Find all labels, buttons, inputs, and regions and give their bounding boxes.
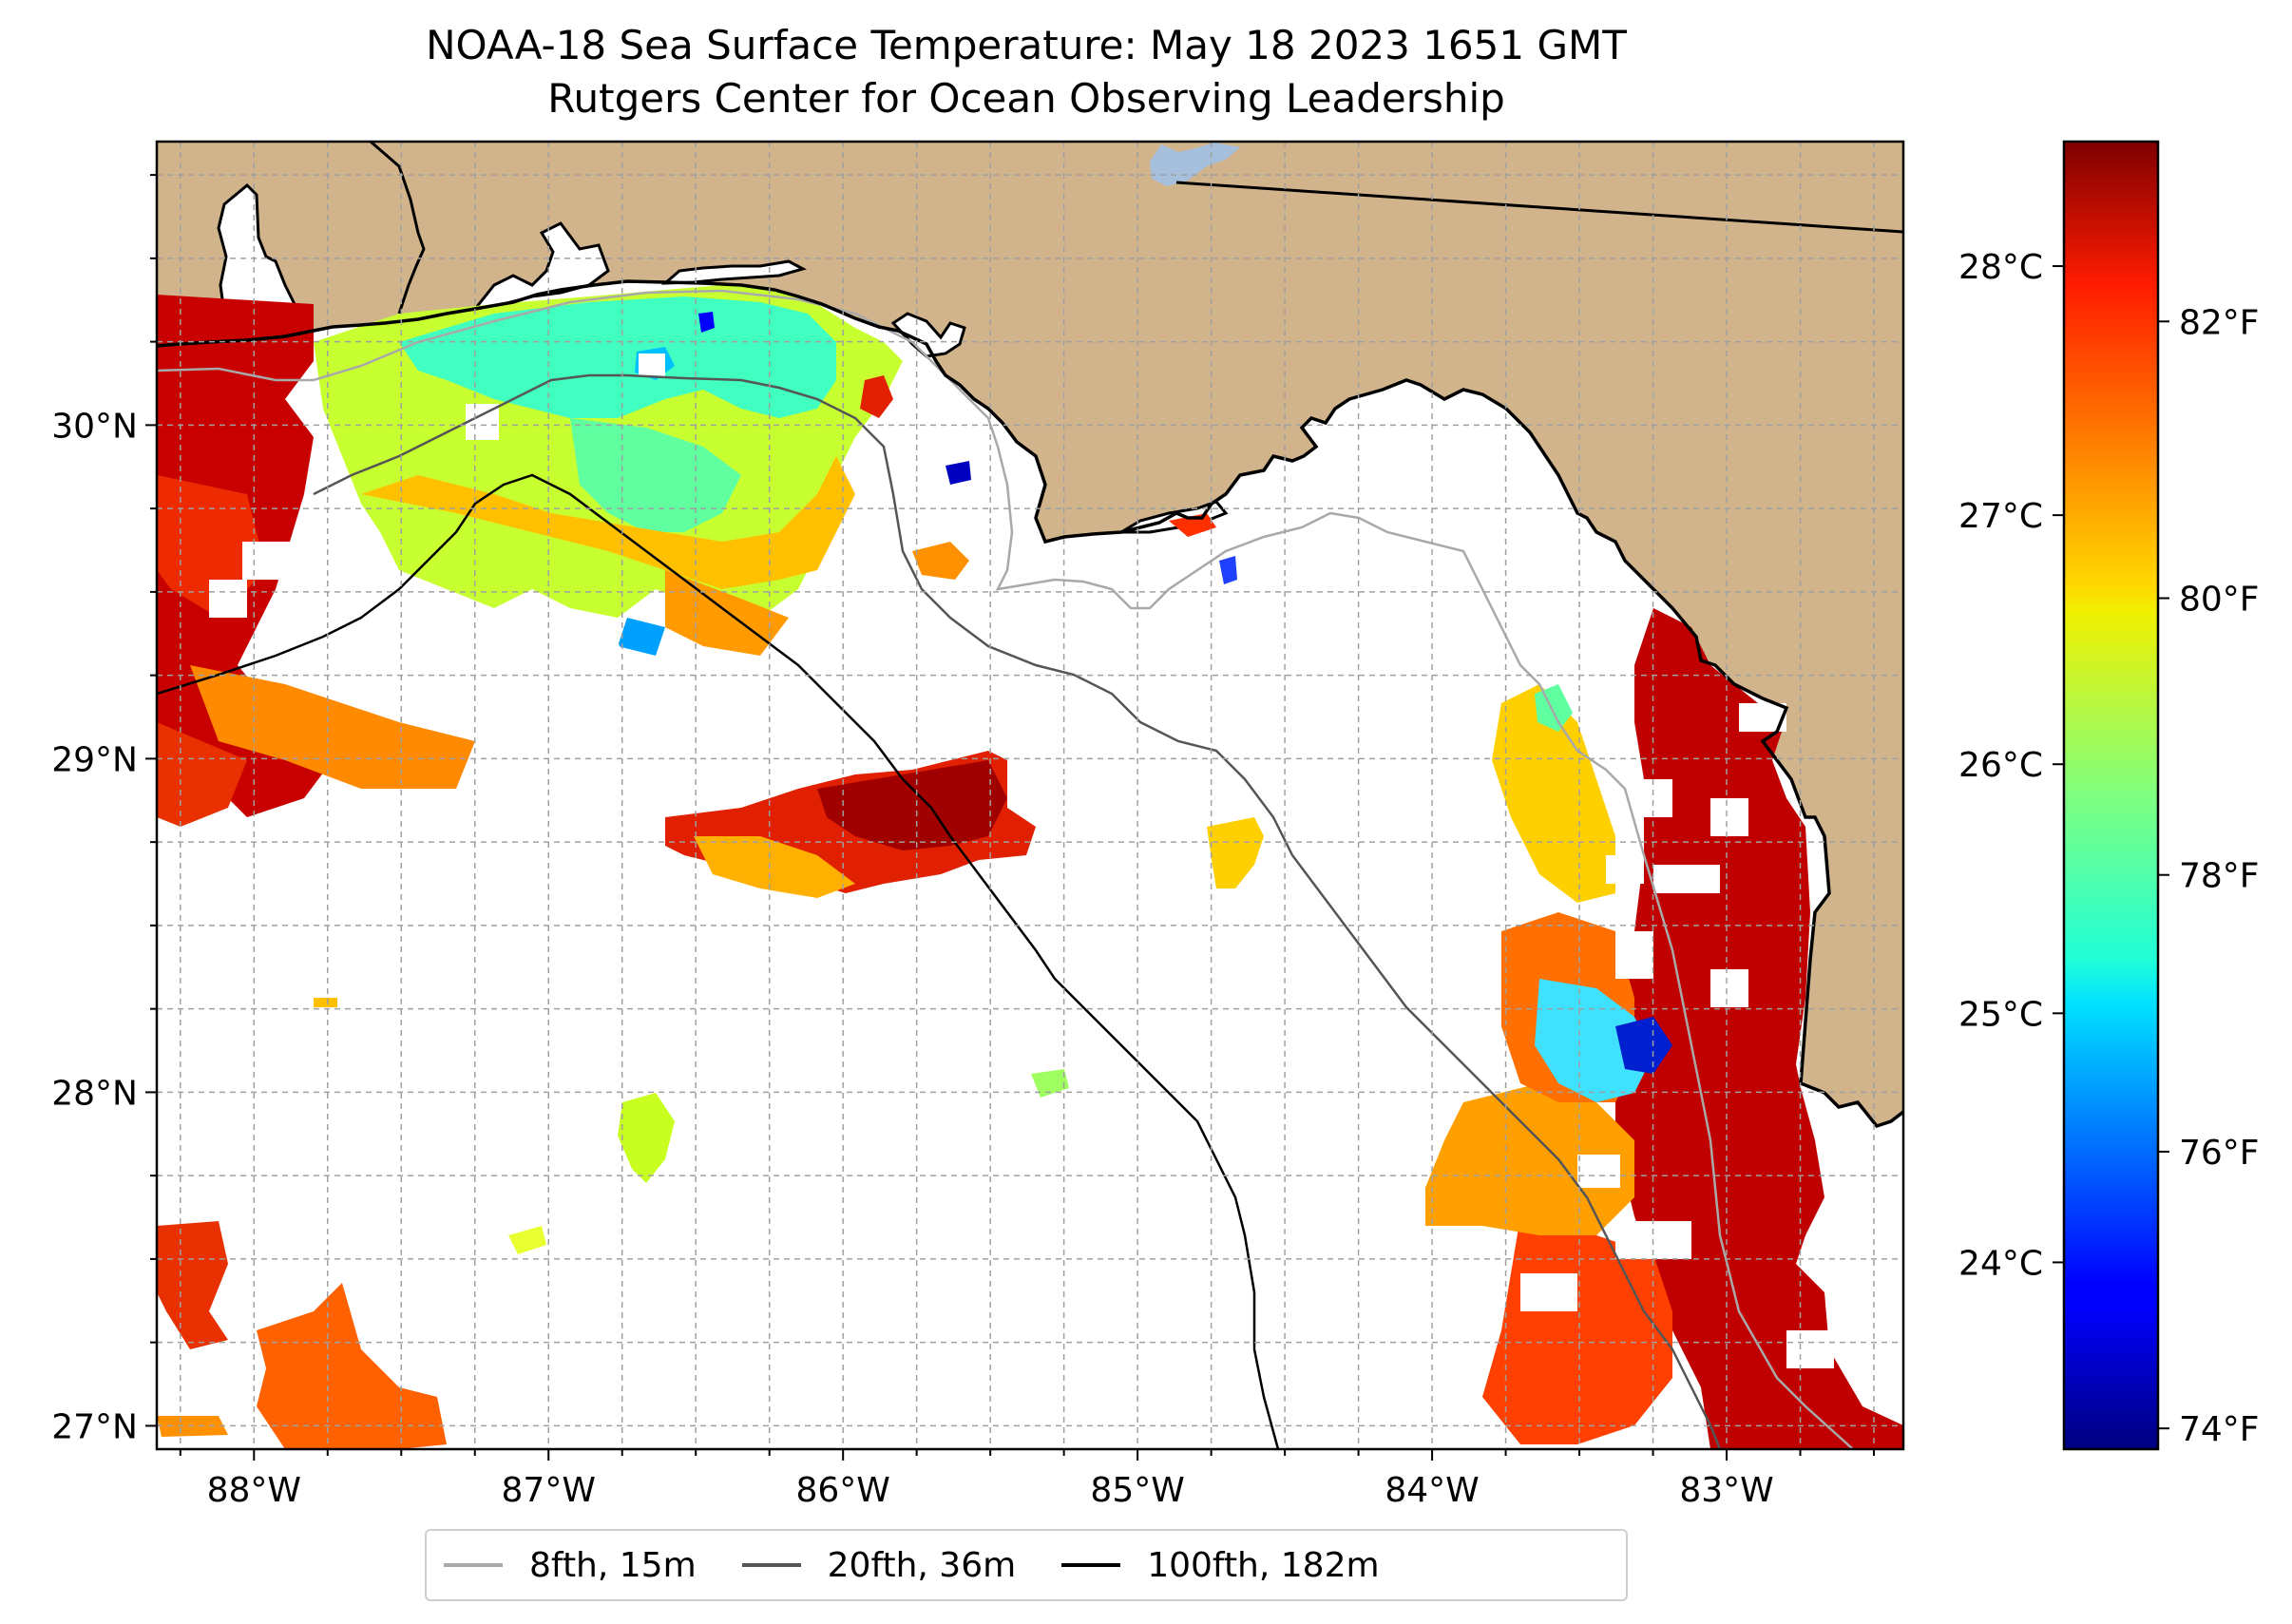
colorbar — [2062, 140, 2160, 1451]
lon-tick-label: 84°W — [1385, 1471, 1479, 1510]
map-subtitle: Rutgers Center for Ocean Observing Leade… — [547, 75, 1505, 122]
map-gridlines — [157, 142, 1903, 1449]
state-boundary — [1175, 181, 1903, 234]
isobath-100fth-182m — [157, 473, 1280, 1449]
lat-tick-label: 29°N — [51, 740, 138, 779]
lon-tick-label: 87°W — [502, 1471, 596, 1510]
colorbar-celsius-label: 26°C — [1958, 746, 2043, 785]
lon-tick-label: 83°W — [1679, 1471, 1773, 1510]
colorbar-fahrenheit-label: 74°F — [2179, 1410, 2260, 1449]
legend-swatch-100fth — [1061, 1563, 1121, 1567]
colorbar-celsius-axis: 24°C 25°C 26°C 27°C 28°C — [1958, 248, 2064, 1283]
latitude-axis: 27°N 28°N 29°N 30°N — [51, 174, 157, 1446]
colorbar-fahrenheit-label: 80°F — [2179, 581, 2260, 620]
colorbar-fahrenheit-label: 82°F — [2179, 303, 2260, 342]
longitude-axis: 88°W 87°W 86°W 85°W 84°W 83°W — [179, 1449, 1876, 1510]
colorbar-celsius-label: 28°C — [1958, 248, 2043, 287]
coastline — [157, 279, 1903, 1129]
lat-tick-label: 30°N — [51, 407, 138, 446]
lat-tick-label: 28°N — [51, 1074, 138, 1113]
legend-label-20fth: 20fth, 36m — [827, 1545, 1017, 1585]
legend-item-20fth: 20fth, 36m — [741, 1545, 1017, 1585]
colorbar-fahrenheit-label: 76°F — [2179, 1134, 2260, 1173]
colorbar-celsius-label: 25°C — [1958, 995, 2043, 1034]
legend-swatch-20fth — [741, 1563, 801, 1567]
lon-tick-label: 85°W — [1090, 1471, 1184, 1510]
state-boundary-west — [370, 142, 426, 315]
legend-swatch-8fth — [444, 1563, 503, 1567]
isobath-20fth-36m — [313, 373, 1722, 1449]
lon-tick-label: 86°W — [795, 1471, 889, 1510]
legend-item-8fth: 8fth, 15m — [444, 1546, 697, 1585]
map-frame — [155, 140, 1905, 1451]
colorbar-fahrenheit-label: 78°F — [2179, 857, 2260, 896]
sst-data-layer — [157, 285, 1903, 1449]
land-north — [157, 142, 1903, 1126]
colorbar-fahrenheit-axis: 74°F 76°F 78°F 80°F 82°F — [2158, 303, 2260, 1449]
map-title: NOAA-18 Sea Surface Temperature: May 18 … — [426, 22, 1627, 68]
legend-item-100fth: 100fth, 182m — [1061, 1545, 1380, 1585]
lon-tick-label: 88°W — [207, 1471, 301, 1510]
colorbar-celsius-label: 27°C — [1958, 497, 2043, 536]
isobath-8fth-15m — [157, 289, 1854, 1449]
legend-label-100fth: 100fth, 182m — [1147, 1545, 1380, 1585]
colorbar-celsius-label: 24°C — [1958, 1244, 2043, 1283]
choctawhatchee-bay — [660, 259, 808, 285]
legend-label-8fth: 8fth, 15m — [529, 1545, 697, 1585]
isobath-legend: 8fth, 15m 20fth, 36m 100fth, 182m — [425, 1529, 1628, 1601]
lat-tick-label: 27°N — [51, 1407, 138, 1446]
